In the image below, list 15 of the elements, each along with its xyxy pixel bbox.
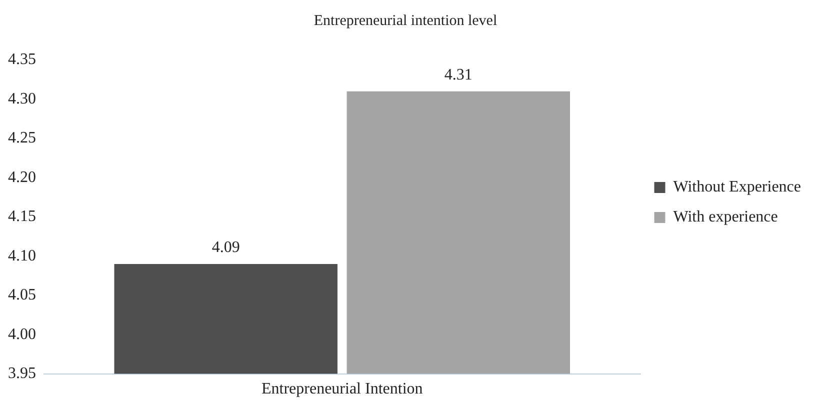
legend-label: With experience [673,208,778,226]
y-tick-label: 4.30 [8,90,36,108]
y-tick-label: 4.10 [8,247,36,264]
data-label: 4.31 [444,66,472,84]
y-tick-label: 4.05 [8,286,36,304]
y-tick-label: 4.35 [8,51,36,68]
legend-label: Without Experience [673,178,801,196]
y-tick-label: 3.95 [8,365,36,382]
y-tick-label: 4.00 [8,326,36,343]
y-tick-label: 4.15 [8,208,36,226]
data-label: 4.09 [212,239,240,256]
y-tick-label: 4.20 [8,168,36,186]
y-tick-label: 4.25 [8,130,36,147]
x-tick-label: Entrepreneurial Intention [261,380,423,398]
chart-title: Entrepreneurial intention level [314,12,498,29]
